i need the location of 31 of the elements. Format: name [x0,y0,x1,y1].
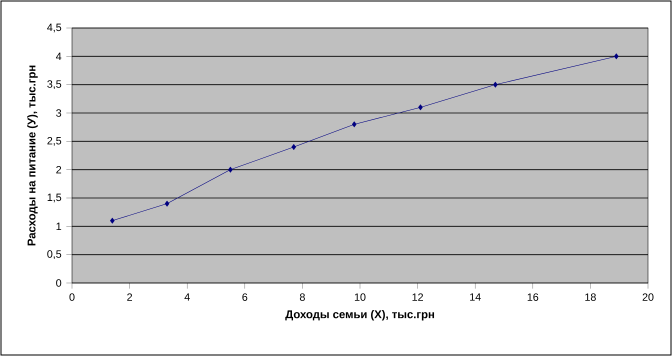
point [228,166,233,173]
y-tick-label: 3 [56,109,62,117]
y-tick-label: 0 [56,279,62,287]
x-tick-label: 6 [242,293,248,301]
x-tick-label: 16 [528,293,538,301]
x-tick-label: 18 [585,293,596,301]
point [418,104,423,110]
y-tick-label: 1,5 [48,194,62,202]
y-tick-label: 3,5 [47,80,62,90]
y-tick-label: 2 [56,166,62,174]
x-tick-label: 20 [642,293,654,301]
y-tick-label: 4,5 [47,24,62,32]
x-tick-label: 12 [412,293,423,301]
x-axis-title: Доходы семьи (X), тыс.грн [285,310,434,321]
y-tick-label: 2,5 [47,136,62,146]
point [352,121,356,128]
point [164,200,170,207]
x-tick-label: 2 [127,293,132,301]
y-axis-title: Расходы на питание (У), тыс.грн [27,66,38,246]
x-tick-label: 4 [184,293,190,301]
point [292,144,296,150]
x-tick-label: 10 [354,293,366,301]
x-tick-label: 8 [300,293,305,301]
point [614,53,619,60]
y-tick-label: 0,5 [47,250,62,260]
x-tick-label: 0 [69,293,75,301]
y-tick-label: 4 [56,52,62,60]
point [493,82,498,88]
x-tick-label: 14 [470,293,481,301]
y-tick-label: 1 [56,222,62,230]
point [110,218,115,224]
